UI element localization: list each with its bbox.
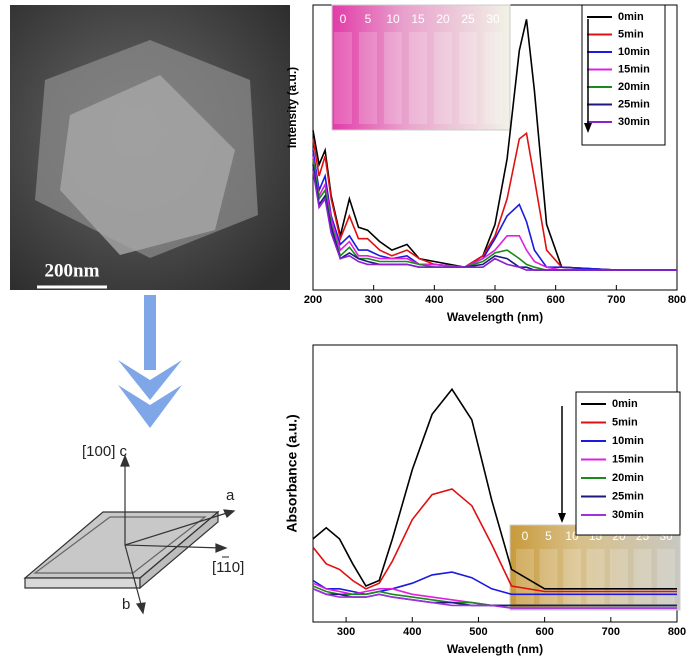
vial: [434, 32, 452, 124]
vial: [610, 549, 628, 604]
trend-arrowhead: [558, 513, 566, 523]
legend-label: 25min: [612, 490, 644, 502]
series-line: [313, 159, 677, 270]
vial: [634, 549, 652, 604]
legend-label: 0min: [612, 398, 638, 410]
x-tick-label: 300: [337, 626, 355, 638]
legend-label: 30min: [618, 116, 650, 128]
vial: [459, 32, 477, 124]
sem-image: 200nm: [10, 5, 290, 290]
vial: [409, 32, 427, 124]
vial: [563, 549, 581, 604]
figure: 200nm [100] c a [110] b 2003004005006007…: [0, 0, 694, 670]
vial: [587, 549, 605, 604]
series-line: [313, 165, 677, 271]
x-tick-label: 400: [403, 626, 421, 638]
x-tick-label: 600: [546, 294, 564, 306]
x-tick-label: 700: [607, 294, 625, 306]
y-axis-label: Intensity (a.u.): [285, 67, 299, 148]
vial: [484, 32, 502, 124]
inset-label: 0: [522, 529, 529, 543]
x-tick-label: 800: [668, 626, 686, 638]
axis-label: b: [122, 596, 130, 613]
vial: [384, 32, 402, 124]
legend-label: 30min: [612, 509, 644, 521]
x-tick-label: 600: [535, 626, 553, 638]
x-tick-label: 800: [668, 294, 686, 306]
vial: [359, 32, 377, 124]
x-tick-label: 500: [469, 626, 487, 638]
legend-label: 20min: [612, 472, 644, 484]
inset-label: 10: [386, 12, 400, 26]
legend-label: 10min: [612, 435, 644, 447]
y-axis-label: Absorbance (a.u.): [284, 414, 300, 532]
inset-label: 5: [545, 529, 552, 543]
x-tick-label: 300: [364, 294, 382, 306]
legend-label: 15min: [618, 63, 650, 75]
legend-label: 0min: [618, 11, 644, 23]
vial: [540, 549, 558, 604]
x-axis-label: Wavelength (nm): [447, 310, 543, 324]
inset-label: 25: [461, 12, 475, 26]
process-arrow: [118, 295, 182, 428]
x-axis-label: Wavelength (nm): [447, 642, 543, 656]
inset-label: 0: [340, 12, 347, 26]
x-tick-label: 500: [486, 294, 504, 306]
scale-label: 200nm: [45, 260, 100, 281]
vial: [657, 549, 675, 604]
axis-label: a: [226, 487, 235, 504]
axis-label: [110]: [212, 559, 244, 576]
inset-label: 15: [411, 12, 425, 26]
legend-label: 15min: [612, 453, 644, 465]
axis-label: [100] c: [82, 443, 128, 460]
vial: [334, 32, 352, 124]
x-tick-label: 400: [425, 294, 443, 306]
legend-label: 20min: [618, 81, 650, 93]
legend-label: 10min: [618, 46, 650, 58]
inset-label: 30: [486, 12, 500, 26]
crystal-diagram: [25, 456, 234, 613]
legend-label: 5min: [612, 416, 638, 428]
legend-label: 25min: [618, 98, 650, 110]
x-tick-label: 700: [602, 626, 620, 638]
legend-label: 5min: [618, 28, 644, 40]
inset-label: 5: [365, 12, 372, 26]
inset-label: 20: [436, 12, 450, 26]
x-tick-label: 200: [304, 294, 322, 306]
